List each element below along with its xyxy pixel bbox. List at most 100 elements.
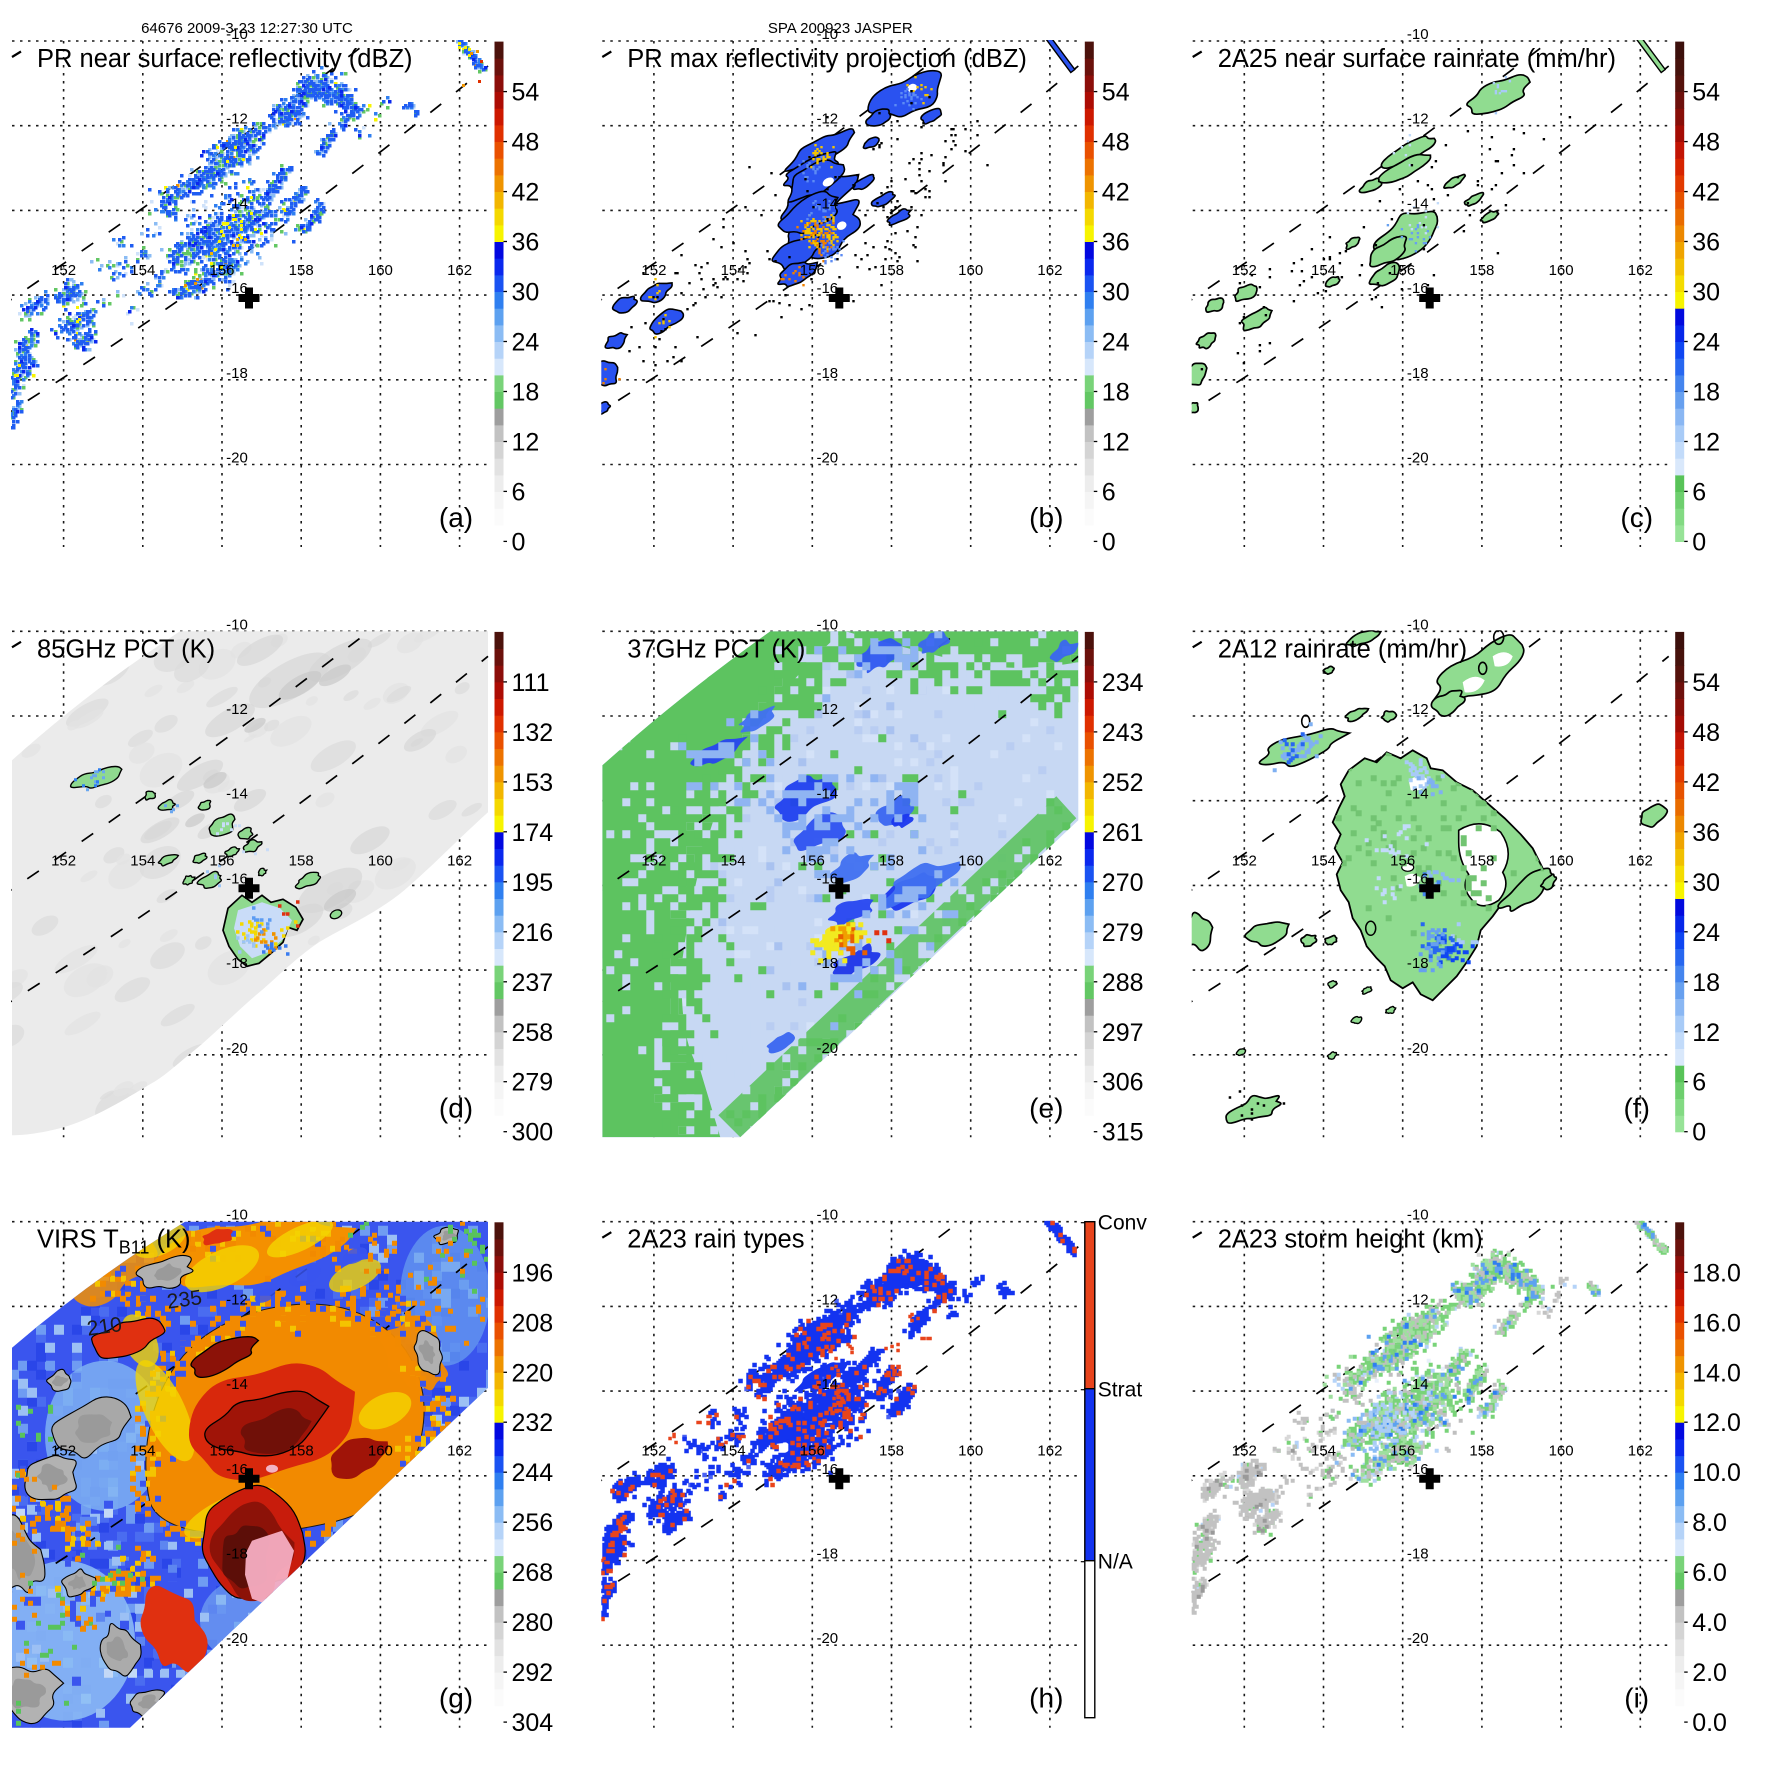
svg-text:(a): (a) <box>439 502 473 533</box>
svg-text:154: 154 <box>721 1443 746 1460</box>
svg-text:208: 208 <box>512 1309 554 1337</box>
svg-text:158: 158 <box>289 262 314 279</box>
svg-text:162: 162 <box>447 852 472 869</box>
svg-text:156: 156 <box>1390 1443 1415 1460</box>
svg-text:158: 158 <box>1469 262 1494 279</box>
svg-text:2A23 storm height (km): 2A23 storm height (km) <box>1218 1226 1483 1254</box>
svg-text:(f): (f) <box>1623 1092 1649 1123</box>
svg-text:315: 315 <box>1102 1119 1144 1147</box>
svg-text:24: 24 <box>1692 329 1720 357</box>
svg-text:152: 152 <box>51 852 76 869</box>
svg-text:(b): (b) <box>1029 502 1063 533</box>
svg-text:156: 156 <box>800 1443 825 1460</box>
svg-text:268: 268 <box>512 1559 554 1587</box>
svg-text:12: 12 <box>1102 429 1130 457</box>
svg-text:158: 158 <box>289 852 314 869</box>
svg-text:244: 244 <box>512 1459 554 1487</box>
svg-text:154: 154 <box>1311 1443 1336 1460</box>
svg-text:2A12 rainrate (mm/hr): 2A12 rainrate (mm/hr) <box>1218 635 1467 663</box>
svg-text:160: 160 <box>1549 852 1574 869</box>
svg-text:162: 162 <box>1037 262 1062 279</box>
svg-text:16.0: 16.0 <box>1692 1309 1741 1337</box>
svg-text:-12: -12 <box>226 111 248 128</box>
svg-text:SPA 200923 JASPER: SPA 200923 JASPER <box>768 20 913 37</box>
svg-text:154: 154 <box>130 262 155 279</box>
svg-text:37GHz PCT (K): 37GHz PCT (K) <box>627 635 805 663</box>
svg-text:54: 54 <box>1102 79 1130 107</box>
svg-text:288: 288 <box>1102 969 1144 997</box>
svg-text:132: 132 <box>512 719 554 747</box>
svg-text:154: 154 <box>721 262 746 279</box>
svg-text:152: 152 <box>1232 1443 1257 1460</box>
svg-text:6.0: 6.0 <box>1692 1559 1727 1587</box>
svg-text:N/A: N/A <box>1098 1551 1133 1574</box>
svg-text:-18: -18 <box>1407 365 1429 382</box>
svg-text:-18: -18 <box>816 955 838 972</box>
svg-text:-10: -10 <box>1407 1207 1429 1224</box>
svg-text:-10: -10 <box>816 616 838 633</box>
svg-text:(i): (i) <box>1624 1683 1649 1714</box>
svg-text:156: 156 <box>1390 262 1415 279</box>
svg-text:256: 256 <box>512 1509 554 1537</box>
svg-text:162: 162 <box>1628 852 1653 869</box>
svg-text:158: 158 <box>1469 852 1494 869</box>
svg-text:280: 280 <box>512 1609 554 1637</box>
svg-text:48: 48 <box>1692 129 1720 157</box>
svg-text:158: 158 <box>289 1443 314 1460</box>
svg-text:36: 36 <box>1692 229 1720 257</box>
svg-text:279: 279 <box>1102 919 1144 947</box>
svg-text:-20: -20 <box>226 450 248 467</box>
svg-text:42: 42 <box>1102 179 1130 207</box>
svg-text:196: 196 <box>512 1259 554 1287</box>
svg-text:162: 162 <box>1628 262 1653 279</box>
svg-text:160: 160 <box>958 262 983 279</box>
svg-text:234: 234 <box>1102 669 1144 697</box>
svg-text:-12: -12 <box>1407 701 1429 718</box>
svg-text:216: 216 <box>512 919 554 947</box>
svg-text:Strat: Strat <box>1098 1379 1143 1402</box>
svg-text:152: 152 <box>1232 852 1257 869</box>
svg-text:-10: -10 <box>226 616 248 633</box>
svg-text:-20: -20 <box>816 450 838 467</box>
svg-text:158: 158 <box>879 262 904 279</box>
svg-text:-18: -18 <box>816 1546 838 1563</box>
svg-text:2.0: 2.0 <box>1692 1659 1727 1687</box>
svg-text:-20: -20 <box>816 1630 838 1647</box>
svg-text:30: 30 <box>1692 279 1720 307</box>
svg-text:-14: -14 <box>226 195 248 212</box>
svg-text:18: 18 <box>1102 379 1130 407</box>
svg-text:152: 152 <box>641 262 666 279</box>
svg-text:-14: -14 <box>1407 195 1429 212</box>
svg-text:-16: -16 <box>1407 1461 1429 1478</box>
svg-text:195: 195 <box>512 869 554 897</box>
svg-text:300: 300 <box>512 1119 554 1147</box>
svg-text:156: 156 <box>1390 852 1415 869</box>
svg-text:2A23 rain types: 2A23 rain types <box>627 1226 804 1254</box>
svg-text:48: 48 <box>1102 129 1130 157</box>
svg-text:292: 292 <box>512 1659 554 1687</box>
svg-text:-16: -16 <box>816 1461 838 1478</box>
svg-text:252: 252 <box>1102 769 1144 797</box>
svg-text:(c): (c) <box>1620 502 1653 533</box>
svg-text:156: 156 <box>209 852 234 869</box>
svg-text:PR max reflectivity projection: PR max reflectivity projection (dBZ) <box>627 45 1027 73</box>
svg-text:-18: -18 <box>226 365 248 382</box>
svg-text:162: 162 <box>1628 1443 1653 1460</box>
svg-text:-16: -16 <box>226 280 248 297</box>
svg-text:(h): (h) <box>1029 1683 1063 1714</box>
svg-text:-18: -18 <box>226 1546 248 1563</box>
svg-text:-10: -10 <box>816 26 838 43</box>
svg-text:24: 24 <box>1102 329 1130 357</box>
svg-text:6: 6 <box>1102 478 1116 506</box>
svg-text:30: 30 <box>1102 279 1130 307</box>
svg-text:24: 24 <box>512 329 540 357</box>
svg-text:154: 154 <box>130 852 155 869</box>
svg-text:-14: -14 <box>816 195 838 212</box>
svg-text:154: 154 <box>1311 262 1336 279</box>
svg-text:18: 18 <box>512 379 540 407</box>
svg-text:304: 304 <box>512 1709 554 1737</box>
svg-text:-12: -12 <box>816 111 838 128</box>
svg-text:-12: -12 <box>1407 1291 1429 1308</box>
svg-text:-14: -14 <box>226 786 248 803</box>
svg-text:(d): (d) <box>439 1092 473 1123</box>
